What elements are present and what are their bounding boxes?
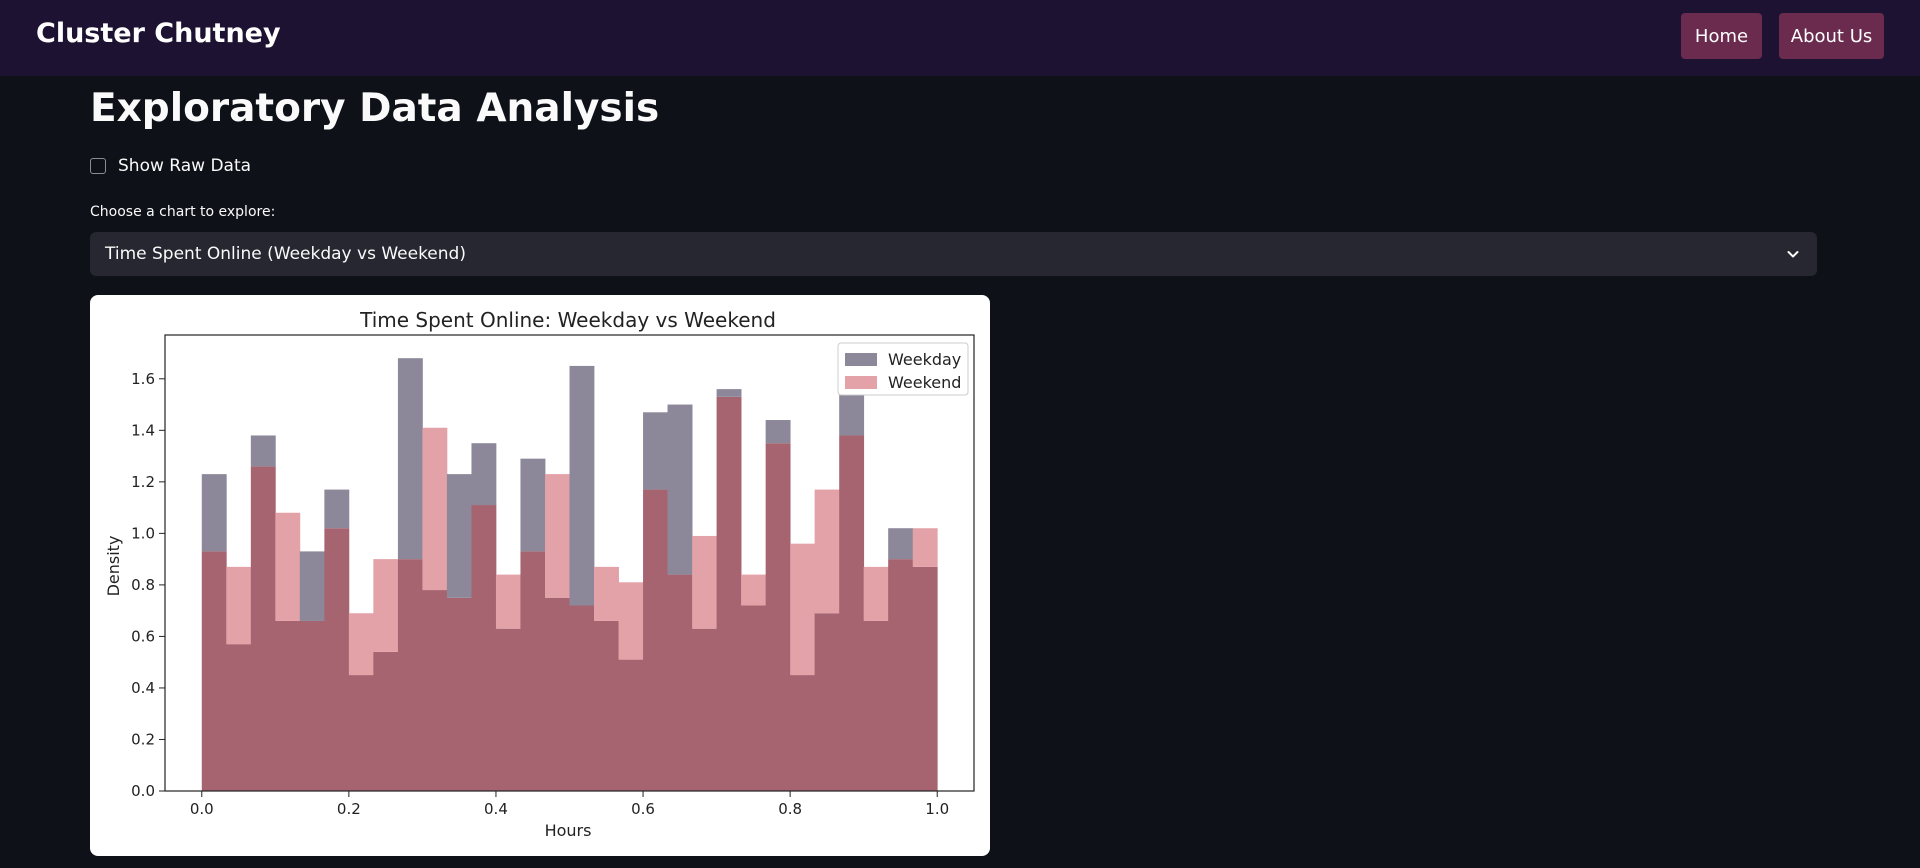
chart-select[interactable]: Time Spent Online (Weekday vs Weekend) [90,232,1817,276]
histogram-bar-weekday [397,358,423,560]
histogram-bar-overlap [520,551,546,791]
histogram-bar-weekend [618,582,644,660]
histogram-bar-weekend [912,528,938,567]
y-tick-label: 0.4 [131,679,155,697]
chart-select-value: Time Spent Online (Weekday vs Weekend) [105,244,466,264]
histogram-bar-overlap [912,566,938,791]
histogram-bar-weekday [324,489,350,529]
histogram-bar-overlap [839,435,865,791]
histogram-bar-weekday [716,389,742,397]
chart-select-label: Choose a chart to explore: [90,204,276,220]
histogram-bar-overlap [226,644,252,791]
show-raw-data-checkbox[interactable] [90,158,106,174]
histogram-bar-weekend [593,566,619,621]
x-tick-label: 1.0 [925,800,949,818]
home-button[interactable]: Home [1681,13,1762,59]
histogram-bar-weekend [790,543,816,676]
histogram-bar-overlap [643,489,668,791]
y-tick-label: 0.6 [131,627,155,645]
histogram-bar-overlap [299,620,325,791]
histogram-bar-weekend [275,512,301,621]
chevron-down-icon [1787,251,1799,258]
histogram-bar-overlap [593,620,619,791]
show-raw-data-label[interactable]: Show Raw Data [118,156,252,176]
legend-label: Weekday [888,350,961,369]
histogram-bar-overlap [545,597,570,791]
histogram-bar-overlap [250,466,276,791]
y-tick-label: 1.2 [131,473,155,491]
bars-layer [201,358,938,791]
histogram-bar-weekend [422,427,448,591]
y-tick-label: 0.2 [131,730,155,748]
histogram-bar-weekday [471,443,497,506]
histogram-bar-overlap [888,559,914,791]
histogram-bar-overlap [667,574,693,791]
chart-legend: Weekday Weekend [837,342,969,396]
histogram-bar-overlap [741,605,767,791]
histogram-bar-weekend [495,574,521,629]
x-tick-label: 0.6 [631,800,655,818]
y-axis-label: Density [104,536,123,597]
histogram-bar-weekend [863,566,889,621]
histogram-bar-overlap [324,528,350,791]
y-tick-label: 1.0 [131,524,155,542]
histogram-bar-overlap [618,659,644,791]
y-tick-label: 1.4 [131,421,155,439]
histogram-bar-weekday [643,412,668,490]
histogram-bar-overlap [446,597,472,791]
chart-title: Time Spent Online: Weekday vs Weekend [359,308,776,332]
histogram-bar-overlap [422,590,448,791]
about-us-button[interactable]: About Us [1779,13,1884,59]
legend-label: Weekend [888,373,961,392]
histogram-bar-overlap [569,605,595,791]
histogram-bar-weekend [692,535,717,629]
brand-logo-text[interactable]: Cluster Chutney [36,18,281,49]
histogram-bar-overlap [471,505,497,791]
histogram-bar-overlap [716,396,742,791]
top-navbar: Cluster Chutney Home About Us [0,0,1920,76]
histogram-bar-overlap [348,675,374,791]
histogram-bar-overlap [201,551,227,791]
histogram-bar-weekend [741,574,767,606]
show-raw-data-toggle[interactable]: Show Raw Data [90,156,251,176]
histogram-bar-weekend [814,489,840,614]
page-title: Exploratory Data Analysis [90,86,660,131]
histogram-bar-overlap [692,628,717,791]
plot-frame [164,334,975,792]
histogram-bar-overlap [790,675,816,791]
histogram-bar-weekday [446,474,472,598]
y-tick-label: 1.6 [131,370,155,388]
y-tick-label: 0.0 [131,782,155,800]
histogram-bar-weekday [569,365,595,606]
histogram-bar-weekday [299,551,325,621]
x-tick-label: 0.2 [337,800,361,818]
histogram-bar-weekday [201,474,227,552]
histogram-bar-overlap [863,620,889,791]
histogram-bar-weekend [373,559,399,652]
x-tick-label: 0.4 [484,800,508,818]
histogram-bar-weekday [667,404,693,575]
histogram-bar-weekday [765,420,791,444]
legend-swatch [845,353,877,366]
histogram-bar-overlap [814,613,840,791]
histogram-bar-weekday [520,458,546,552]
histogram-bar-weekday [888,528,914,560]
x-axis-label: Hours [545,821,592,840]
x-tick-label: 0.0 [190,800,214,818]
histogram-bar-overlap [765,443,791,791]
y-tick-label: 0.8 [131,576,155,594]
chart-card: Time Spent Online: Weekday vs Weekend 0.… [90,295,990,856]
histogram-bar-weekend [348,613,374,676]
histogram-bar-overlap [397,559,423,791]
histogram-bar-overlap [275,620,301,791]
histogram-bar-overlap [495,628,521,791]
histogram-bar-overlap [373,651,399,791]
axes-layer: 0.0 0.2 0.4 0.6 0.8 1.0 0.0 0.2 0.4 0.6 0.8 1.0 1.2 1… [131,334,975,818]
legend-swatch [845,376,877,389]
x-tick-label: 0.8 [778,800,802,818]
histogram-bar-weekend [545,474,570,598]
histogram-bar-weekday [250,435,276,467]
histogram-chart: Time Spent Online: Weekday vs Weekend 0.… [104,308,975,840]
histogram-bar-weekend [226,566,252,645]
